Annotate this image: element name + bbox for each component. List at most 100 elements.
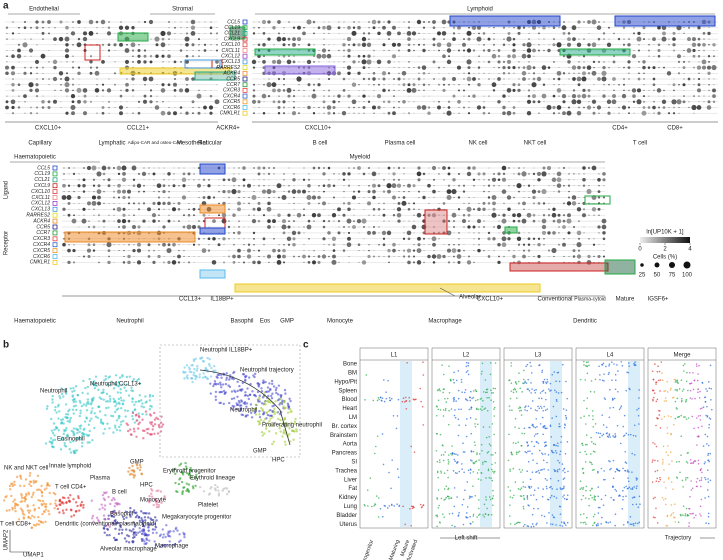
dot	[452, 26, 456, 29]
cell	[458, 512, 460, 514]
dot	[273, 208, 275, 210]
dot	[41, 100, 45, 104]
dot	[114, 107, 116, 108]
dot	[512, 111, 516, 115]
dot	[387, 248, 391, 253]
cell	[117, 381, 121, 384]
cell	[622, 435, 625, 437]
dot	[413, 214, 415, 216]
cell	[562, 478, 565, 480]
dot	[160, 30, 166, 36]
dot	[458, 89, 460, 92]
dot	[562, 214, 566, 217]
dot	[136, 248, 142, 253]
cell	[448, 365, 450, 367]
cell	[51, 401, 54, 404]
cell	[71, 439, 75, 443]
cell	[634, 361, 636, 363]
dot	[547, 66, 551, 69]
dot	[422, 71, 426, 75]
cell	[387, 379, 389, 382]
dot	[563, 237, 565, 240]
cell	[548, 388, 550, 390]
dot	[506, 59, 512, 64]
cell	[124, 409, 127, 412]
cell	[493, 472, 495, 474]
cell	[526, 470, 529, 472]
dot	[363, 197, 365, 198]
dot	[527, 94, 531, 98]
dot	[548, 173, 550, 175]
cell	[29, 517, 32, 520]
dot	[367, 54, 371, 58]
dot	[368, 38, 370, 40]
cell	[514, 417, 517, 420]
highlight	[264, 65, 336, 75]
dot	[533, 89, 535, 91]
dot	[582, 166, 586, 170]
cell	[550, 389, 552, 392]
cell	[254, 372, 257, 376]
dot	[173, 89, 177, 92]
dot	[418, 38, 420, 40]
dot	[342, 225, 346, 229]
dot	[48, 84, 50, 86]
dot	[642, 65, 646, 70]
cell	[108, 395, 112, 398]
cell	[442, 415, 445, 417]
dot	[542, 25, 546, 30]
dot	[347, 25, 351, 30]
cell	[154, 525, 158, 529]
dot	[453, 255, 455, 258]
dot	[408, 101, 410, 103]
dot	[288, 55, 290, 57]
cell	[125, 522, 129, 525]
dot	[703, 78, 705, 80]
dot	[552, 219, 556, 223]
dot	[707, 31, 711, 36]
dot	[683, 72, 685, 74]
dot	[516, 183, 522, 189]
dot	[347, 172, 351, 176]
dot	[143, 60, 147, 64]
cell	[64, 415, 67, 419]
cell	[174, 481, 177, 485]
axis-group: Receptor	[4, 231, 10, 255]
dot	[576, 254, 582, 259]
cell	[69, 494, 72, 497]
dot	[446, 59, 452, 65]
dot	[523, 179, 525, 181]
dot	[586, 65, 592, 70]
arrow	[439, 287, 456, 297]
dot	[231, 189, 237, 195]
dot	[82, 111, 88, 116]
dot	[343, 232, 345, 234]
cell	[263, 400, 266, 403]
cell	[287, 405, 290, 408]
cell	[262, 403, 266, 406]
dot	[407, 48, 411, 53]
dot	[672, 43, 676, 47]
dot	[682, 60, 686, 63]
cell	[404, 396, 407, 399]
dot	[277, 213, 281, 217]
cluster-label: GMP	[130, 460, 144, 466]
cell	[58, 410, 61, 413]
dot	[307, 255, 311, 258]
dot	[168, 61, 170, 63]
dot	[627, 60, 631, 64]
dot	[174, 38, 176, 40]
cell	[367, 505, 369, 507]
dot	[108, 78, 110, 80]
cell	[131, 464, 134, 468]
dot	[238, 185, 240, 187]
cluster-label: Neutrophil	[230, 408, 257, 414]
cell	[247, 376, 251, 379]
cell	[470, 450, 473, 453]
cell	[563, 497, 566, 500]
dot	[343, 27, 345, 29]
dot	[663, 89, 665, 92]
dot	[518, 250, 520, 252]
dot	[363, 250, 365, 252]
cell	[409, 508, 411, 510]
